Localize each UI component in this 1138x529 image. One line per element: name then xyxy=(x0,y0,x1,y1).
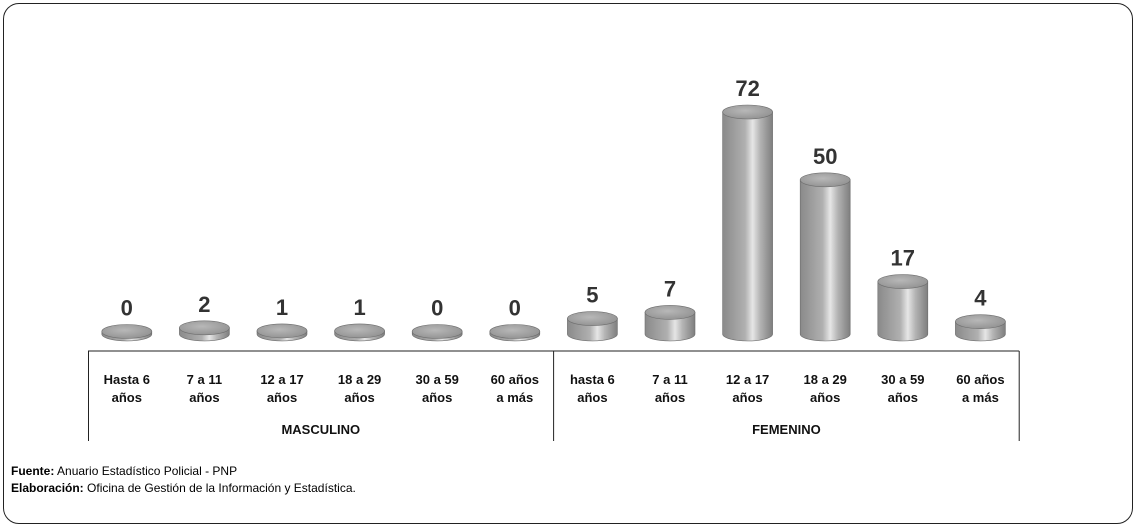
bar-top xyxy=(179,320,230,336)
bar xyxy=(334,323,385,342)
data-label: 7 xyxy=(664,276,676,301)
bar-top xyxy=(877,274,929,289)
bar-top xyxy=(489,324,541,339)
tick-label: 30 a 59 xyxy=(416,372,459,387)
data-label: 4 xyxy=(974,286,987,311)
bar-top xyxy=(101,324,153,339)
data-label: 72 xyxy=(735,76,759,101)
data-label: 0 xyxy=(431,296,443,321)
data-label: 17 xyxy=(891,246,915,271)
bar-top xyxy=(567,311,618,326)
data-label: 50 xyxy=(813,144,837,169)
bar-body xyxy=(799,179,851,342)
tick-label: 30 a 59 xyxy=(881,372,924,387)
tick-label: años xyxy=(577,390,607,405)
bar-top xyxy=(644,305,696,320)
source-text: Anuario Estadístico Policial - PNP xyxy=(54,464,238,478)
bar xyxy=(101,324,153,342)
credit-label: Elaboración: xyxy=(11,481,84,495)
bar-top xyxy=(799,172,851,188)
bar-top xyxy=(722,104,773,120)
tick-label: 7 a 11 xyxy=(187,372,222,387)
source-note: Fuente: Anuario Estadístico Policial - P… xyxy=(11,463,356,480)
bar-body xyxy=(722,111,773,342)
group-label: MASCULINO xyxy=(281,422,360,437)
bar-top xyxy=(334,323,385,339)
bar-top xyxy=(411,324,463,339)
bar-body xyxy=(877,281,929,342)
bar xyxy=(179,320,230,342)
tick-label: 18 a 29 xyxy=(804,372,847,387)
chart-frame xyxy=(3,3,1133,524)
tick-label: años xyxy=(267,390,297,405)
tick-label: años xyxy=(810,390,840,405)
tick-label: 18 a 29 xyxy=(338,372,381,387)
bar-top xyxy=(955,314,1006,329)
tick-label: a más xyxy=(962,390,999,405)
tick-label: años xyxy=(422,390,452,405)
data-label: 0 xyxy=(509,296,521,321)
group-label: FEMENINO xyxy=(752,422,821,437)
bar-body xyxy=(644,312,696,342)
data-label: 1 xyxy=(353,295,365,320)
credit-text: Oficina de Gestión de la Información y E… xyxy=(83,481,356,495)
tick-label: 12 a 17 xyxy=(726,372,769,387)
tick-label: años xyxy=(888,390,918,405)
bar xyxy=(955,314,1006,342)
bar xyxy=(567,311,618,342)
bar xyxy=(877,274,929,342)
tick-label: a más xyxy=(496,390,533,405)
data-label: 5 xyxy=(586,283,598,308)
data-label: 0 xyxy=(121,296,133,321)
tick-label: hasta 6 xyxy=(570,372,615,387)
bar xyxy=(722,104,773,342)
source-label: Fuente: xyxy=(11,464,55,478)
data-label: 2 xyxy=(198,292,210,317)
tick-label: años xyxy=(655,390,685,405)
tick-label: años xyxy=(112,390,142,405)
data-label: 1 xyxy=(276,295,288,320)
tick-label: 60 años xyxy=(491,372,539,387)
tick-label: 7 a 11 xyxy=(652,372,687,387)
chart-footer: Fuente: Anuario Estadístico Policial - P… xyxy=(11,463,356,497)
bar xyxy=(489,324,541,342)
tick-label: años xyxy=(189,390,219,405)
bar xyxy=(411,324,463,342)
tick-label: Hasta 6 xyxy=(104,372,150,387)
credit-note: Elaboración: Oficina de Gestión de la In… xyxy=(11,480,356,497)
tick-label: 12 a 17 xyxy=(260,372,303,387)
tick-label: años xyxy=(344,390,374,405)
bar xyxy=(799,172,851,342)
bar xyxy=(644,305,696,342)
bar-top xyxy=(256,323,308,339)
bar xyxy=(256,323,308,342)
tick-label: 60 años xyxy=(956,372,1004,387)
tick-label: años xyxy=(732,390,762,405)
